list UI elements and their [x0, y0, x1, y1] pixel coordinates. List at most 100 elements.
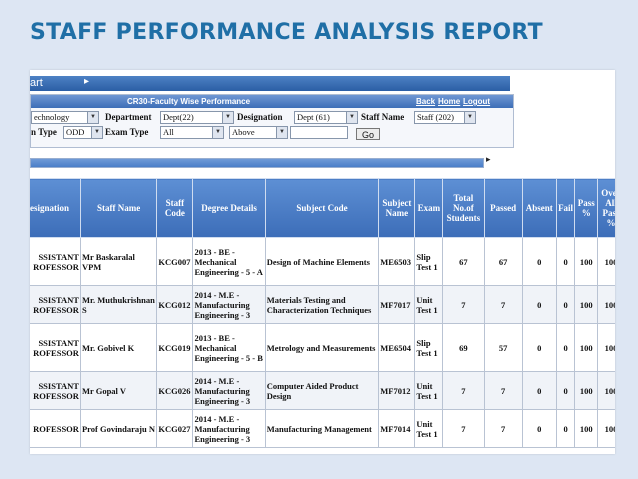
chevron-down-icon: ▼ — [87, 112, 98, 123]
col-degree-details[interactable]: Degree Details — [192, 178, 266, 238]
absent-cell: 0 — [521, 371, 557, 410]
col-absent[interactable]: Absent — [521, 178, 557, 238]
total-cell: 7 — [442, 285, 485, 324]
filter-panel: CR30-Faculty Wise Performance Back Home … — [30, 94, 514, 148]
go-button[interactable]: Go — [356, 128, 380, 140]
pass-pct-cell: 100 — [574, 237, 599, 286]
overall-pct-cell: 100 — [597, 237, 615, 286]
col-subject-name[interactable]: Subject Name — [378, 178, 416, 238]
staff-name-cell: Mr Baskaralal VPM — [79, 237, 158, 286]
semester-select[interactable]: ODD ▼ — [63, 126, 103, 139]
table-row: SSISTANT ROFESSOR Mr. Gobivel K KCG019 2… — [30, 323, 615, 372]
exam-type-label: Exam Type — [105, 127, 149, 137]
table-header-row: esignation Staff Name Staff Code Degree … — [30, 178, 615, 238]
chevron-down-icon: ▼ — [212, 127, 223, 138]
overall-pct-cell: 100 — [597, 371, 615, 410]
overall-pct-cell: 100 — [597, 409, 615, 448]
designation-cell: SSISTANT ROFESSOR — [30, 323, 81, 372]
col-exam[interactable]: Exam — [414, 178, 444, 238]
overall-pct-cell: 100 — [597, 285, 615, 324]
home-link[interactable]: Home — [438, 97, 461, 106]
pass-pct-cell: 100 — [574, 371, 599, 410]
total-cell: 7 — [442, 409, 485, 448]
staff-name-select[interactable]: Staff (202) ▼ — [414, 111, 476, 124]
department-value: Dept(22) — [163, 112, 194, 122]
degree-cell: 2014 - M.E - Manufacturing Engineering -… — [192, 409, 266, 448]
chevron-down-icon: ▼ — [464, 112, 475, 123]
chevron-down-icon: ▼ — [346, 112, 357, 123]
fail-cell: 0 — [555, 285, 576, 324]
progress-arrow-icon[interactable]: ▸ — [486, 154, 491, 164]
logout-link[interactable]: Logout — [463, 97, 491, 106]
slide-title: STAFF PERFORMANCE ANALYSIS REPORT — [30, 20, 543, 45]
designation-cell: ROFESSOR — [30, 409, 81, 448]
comparison-value: Above — [232, 127, 255, 137]
table-row: SSISTANT ROFESSOR Mr Baskaralal VPM KCG0… — [30, 237, 615, 286]
exam-type-select[interactable]: All ▼ — [160, 126, 224, 139]
comparison-select[interactable]: Above ▼ — [229, 126, 288, 139]
panel-title: CR30-Faculty Wise Performance — [127, 97, 251, 106]
col-total-students[interactable]: Total No.of Students — [442, 178, 485, 238]
subject-code-cell: MF7017 — [378, 285, 416, 324]
percentage-input[interactable] — [290, 126, 348, 139]
exam-cell: Slip Test 1 — [414, 323, 444, 372]
exam-cell: Unit Test 1 — [414, 371, 444, 410]
degree-cell: 2014 - M.E - Manufacturing Engineering -… — [192, 371, 266, 410]
total-cell: 7 — [442, 371, 485, 410]
staff-name-cell: Mr. Muthukrishnan S — [79, 285, 158, 324]
department-label: Department — [105, 112, 152, 122]
technology-select[interactable]: echnology ▼ — [31, 111, 99, 124]
progress-bar — [30, 158, 484, 168]
col-staff-name[interactable]: Staff Name — [79, 178, 158, 238]
exam-cell: Unit Test 1 — [414, 285, 444, 324]
overall-pct-cell: 100 — [597, 323, 615, 372]
designation-value: Dept (61) — [297, 112, 330, 122]
col-overall-pass-pct[interactable]: Over All Pass % — [597, 178, 615, 238]
col-pass-pct[interactable]: Pass % — [574, 178, 599, 238]
table-row: ROFESSOR Prof Govindaraju N KCG027 2014 … — [30, 409, 615, 448]
designation-cell: SSISTANT ROFESSOR — [30, 285, 81, 324]
exam-type-value: All — [163, 127, 174, 137]
technology-value: echnology — [34, 112, 70, 122]
passed-cell: 7 — [483, 285, 523, 324]
department-select[interactable]: Dept(22) ▼ — [160, 111, 234, 124]
subject-name-cell: Materials Testing and Characterization T… — [264, 285, 380, 324]
col-passed[interactable]: Passed — [483, 178, 523, 238]
subject-name-cell: Computer Aided Product Design — [264, 371, 380, 410]
absent-cell: 0 — [521, 237, 557, 286]
menu-arrow-icon[interactable]: ▸ — [84, 76, 90, 87]
back-link[interactable]: Back — [416, 97, 436, 106]
staff-name-label: Staff Name — [361, 112, 405, 122]
total-cell: 67 — [442, 237, 485, 286]
staff-name-cell: Prof Govindaraju N — [79, 409, 158, 448]
staff-code-cell: KCG012 — [156, 285, 194, 324]
performance-table: esignation Staff Name Staff Code Degree … — [30, 178, 615, 448]
chevron-down-icon: ▼ — [91, 127, 102, 138]
col-fail[interactable]: Fail — [555, 178, 576, 238]
subject-name-cell: Design of Machine Elements — [264, 237, 380, 286]
exam-cell: Slip Test 1 — [414, 237, 444, 286]
staff-name-value: Staff (202) — [417, 112, 454, 122]
passed-cell: 67 — [483, 237, 523, 286]
designation-cell: SSISTANT ROFESSOR — [30, 371, 81, 410]
staff-name-cell: Mr. Gobivel K — [79, 323, 158, 372]
col-designation[interactable]: esignation — [30, 178, 81, 238]
total-cell: 69 — [442, 323, 485, 372]
col-staff-code[interactable]: Staff Code — [156, 178, 194, 238]
subject-code-cell: ME6503 — [378, 237, 416, 286]
exam-cell: Unit Test 1 — [414, 409, 444, 448]
pass-pct-cell: 100 — [574, 285, 599, 324]
fail-cell: 0 — [555, 323, 576, 372]
absent-cell: 0 — [521, 323, 557, 372]
absent-cell: 0 — [521, 285, 557, 324]
app-screenshot: art ▸ CR30-Faculty Wise Performance Back… — [30, 70, 615, 454]
subject-name-cell: Manufacturing Management — [264, 409, 380, 448]
table-row: SSISTANT ROFESSOR Mr. Muthukrishnan S KC… — [30, 285, 615, 324]
chevron-down-icon: ▼ — [276, 127, 287, 138]
designation-select[interactable]: Dept (61) ▼ — [294, 111, 358, 124]
col-subject-code[interactable]: Subject Code — [264, 178, 380, 238]
menu-bar[interactable]: art ▸ — [30, 76, 510, 91]
subject-name-cell: Metrology and Measurements — [264, 323, 380, 372]
menu-label[interactable]: art — [30, 77, 43, 89]
chevron-down-icon: ▼ — [222, 112, 233, 123]
